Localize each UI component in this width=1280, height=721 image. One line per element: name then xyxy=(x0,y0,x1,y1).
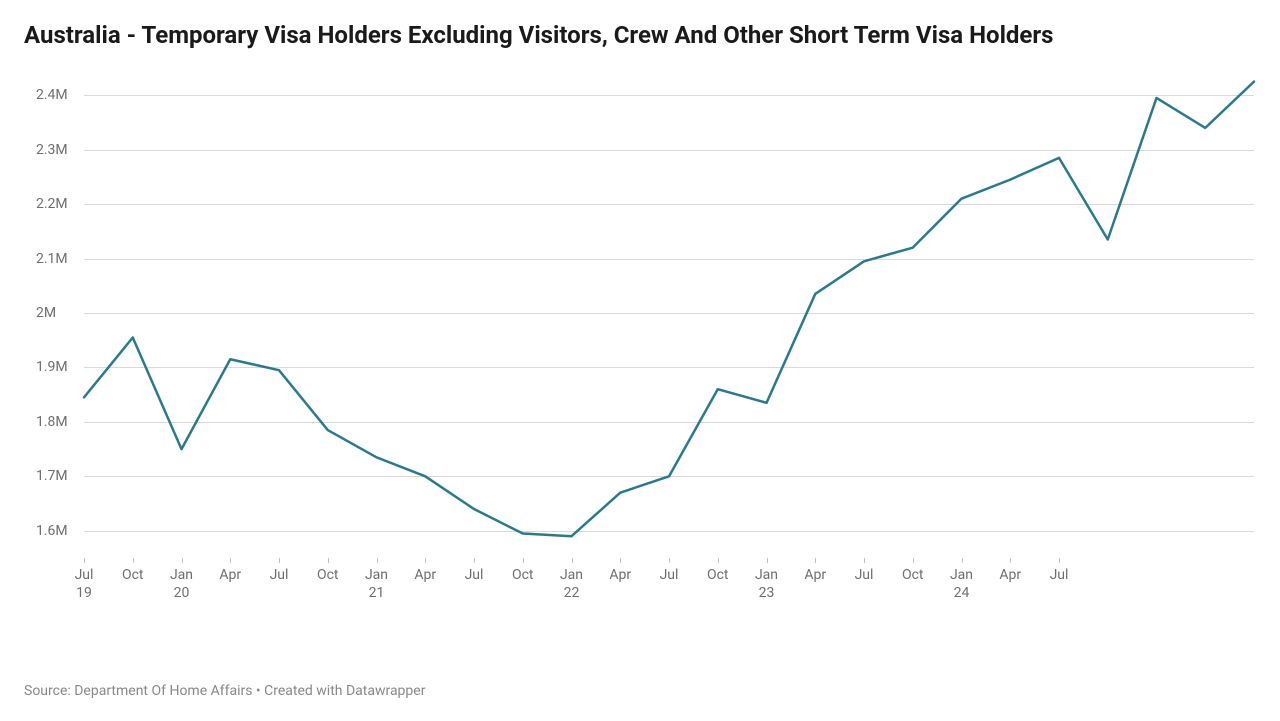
x-axis-label: Apr xyxy=(999,567,1021,585)
x-axis-label: Oct xyxy=(122,567,144,585)
y-axis-label: 1.9M xyxy=(36,359,68,375)
x-axis-tick xyxy=(328,558,329,563)
x-axis-tick xyxy=(182,558,183,563)
x-axis-tick xyxy=(962,558,963,563)
x-axis-label: Oct xyxy=(512,567,534,585)
x-axis-label: Jul xyxy=(1050,567,1069,585)
x-axis-label: Jul xyxy=(660,567,679,585)
y-axis-label: 2.4M xyxy=(36,87,68,103)
y-axis-label: 2.1M xyxy=(36,251,68,267)
x-axis-label: Apr xyxy=(609,567,631,585)
x-axis-label: Jul xyxy=(465,567,484,585)
y-axis-label: 2.2M xyxy=(36,196,68,212)
x-axis-label: Jan 22 xyxy=(560,567,583,602)
y-axis-label: 1.8M xyxy=(36,414,68,430)
x-axis-tick xyxy=(474,558,475,563)
x-axis-label: Jan 23 xyxy=(755,567,778,602)
x-axis-tick xyxy=(1059,558,1060,563)
x-axis-tick xyxy=(718,558,719,563)
x-axis-label: Jan 20 xyxy=(170,567,193,602)
x-axis-label: Apr xyxy=(414,567,436,585)
x-axis-tick xyxy=(815,558,816,563)
x-axis-tick xyxy=(913,558,914,563)
x-axis-tick xyxy=(230,558,231,563)
y-axis-label: 1.6M xyxy=(36,523,68,539)
y-axis-label: 2M xyxy=(36,305,56,321)
x-axis-label: Jul xyxy=(270,567,289,585)
x-axis-tick xyxy=(1010,558,1011,563)
x-axis-label: Jul 19 xyxy=(75,567,94,602)
plot-area xyxy=(84,68,1254,558)
x-axis-tick xyxy=(279,558,280,563)
data-line xyxy=(84,82,1254,537)
x-axis-tick xyxy=(767,558,768,563)
x-axis-label: Jul xyxy=(855,567,874,585)
x-axis-tick xyxy=(864,558,865,563)
x-axis-label: Jan 21 xyxy=(365,567,388,602)
chart-title: Australia - Temporary Visa Holders Exclu… xyxy=(24,20,1256,50)
x-axis-tick xyxy=(620,558,621,563)
x-axis-label: Apr xyxy=(804,567,826,585)
x-axis-tick xyxy=(523,558,524,563)
x-axis-tick xyxy=(377,558,378,563)
x-axis-tick xyxy=(84,558,85,563)
x-axis-tick xyxy=(572,558,573,563)
y-axis-label: 1.7M xyxy=(36,468,68,484)
x-axis-label: Apr xyxy=(219,567,241,585)
x-axis-label: Oct xyxy=(707,567,729,585)
line-series xyxy=(84,68,1254,558)
x-axis-label: Oct xyxy=(902,567,924,585)
x-axis-tick xyxy=(669,558,670,563)
x-axis-tick xyxy=(425,558,426,563)
x-axis-label: Jan 24 xyxy=(950,567,973,602)
x-axis-tick xyxy=(133,558,134,563)
x-axis-label: Oct xyxy=(317,567,339,585)
y-axis-label: 2.3M xyxy=(36,142,68,158)
source-attribution: Source: Department Of Home Affairs • Cre… xyxy=(24,683,425,699)
chart-area: 1.6M 1.7M 1.8M 1.9M 2M 2.1M 2.2M 2.3M 2.4M Jul 1… xyxy=(24,68,1256,628)
